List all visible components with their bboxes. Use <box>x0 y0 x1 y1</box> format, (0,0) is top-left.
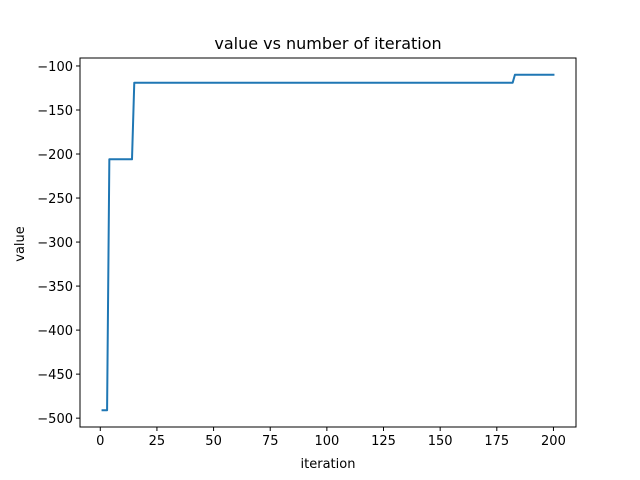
y-axis-label: value <box>13 226 28 262</box>
y-tick-label: −350 <box>37 280 73 295</box>
x-tick-label: 50 <box>205 434 222 449</box>
y-tick-label: −100 <box>37 60 73 75</box>
y-tick-label: −450 <box>37 368 73 383</box>
x-tick-label: 175 <box>484 434 509 449</box>
series-line-0 <box>101 73 555 412</box>
x-tick-label: 150 <box>428 434 453 449</box>
y-tick-label: −500 <box>37 412 73 427</box>
x-tick-label: 0 <box>96 434 104 449</box>
y-tick-label: −300 <box>37 236 73 251</box>
y-tick-label: −250 <box>37 192 73 207</box>
plot-area <box>80 58 576 427</box>
y-tick-label: −150 <box>37 104 73 119</box>
x-tick-label: 75 <box>262 434 279 449</box>
x-tick-label: 100 <box>314 434 339 449</box>
x-axis-label: iteration <box>301 457 356 472</box>
x-tick-label: 200 <box>541 434 566 449</box>
y-tick-label: −400 <box>37 324 73 339</box>
x-tick-label: 25 <box>149 434 166 449</box>
chart-title: value vs number of iteration <box>214 34 441 53</box>
x-tick-label: 125 <box>371 434 396 449</box>
series-group <box>101 73 555 412</box>
y-tick-label: −200 <box>37 148 73 163</box>
axes-group: 0 25 50 75 100 125 150 175 200 −500 −450 −400 −350 −3… <box>37 57 577 449</box>
